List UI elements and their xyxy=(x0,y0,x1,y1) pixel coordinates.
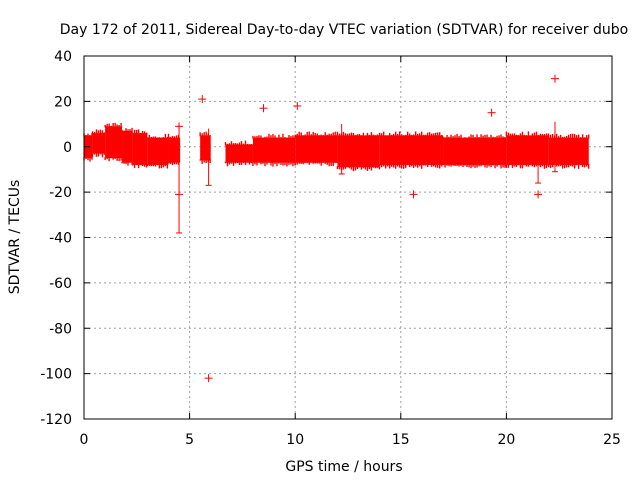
y-tick-label: -40 xyxy=(49,231,72,247)
y-axis-label: SDTVAR / TECUs xyxy=(7,180,23,295)
chart-background xyxy=(0,0,640,480)
x-tick-label: 5 xyxy=(185,432,194,448)
data-band xyxy=(168,138,180,163)
data-band xyxy=(380,135,443,164)
data-band xyxy=(105,126,122,158)
data-band xyxy=(133,133,148,165)
data-band xyxy=(443,138,506,165)
x-axis-label: GPS time / hours xyxy=(285,459,402,475)
data-band xyxy=(295,135,337,162)
x-tick-label: 25 xyxy=(603,432,621,448)
data-band xyxy=(506,135,548,164)
y-tick-label: 0 xyxy=(63,140,72,156)
x-tick-label: 10 xyxy=(286,432,304,448)
y-tick-label: -60 xyxy=(49,276,72,292)
y-tick-label: -100 xyxy=(40,367,72,383)
y-tick-label: -120 xyxy=(40,412,72,428)
y-tick-label: -80 xyxy=(49,321,72,337)
data-band xyxy=(122,131,133,163)
data-band xyxy=(200,135,211,160)
y-tick-label: 40 xyxy=(54,49,72,65)
data-band xyxy=(337,135,379,167)
x-tick-label: 20 xyxy=(497,432,515,448)
data-band xyxy=(253,138,295,163)
x-tick-label: 0 xyxy=(80,432,89,448)
x-tick-label: 15 xyxy=(392,432,410,448)
chart: 0 5 10 15 20 25 -120 -100 -80 -60 -40 -20 0 20 40 Day … xyxy=(0,0,640,480)
y-tick-label: 20 xyxy=(54,94,72,110)
data-band xyxy=(226,144,253,162)
y-tick-label: -20 xyxy=(49,185,72,201)
chart-title: Day 172 of 2011, Sidereal Day-to-day VTE… xyxy=(60,22,628,38)
data-band xyxy=(92,133,105,153)
data-band xyxy=(147,138,168,165)
